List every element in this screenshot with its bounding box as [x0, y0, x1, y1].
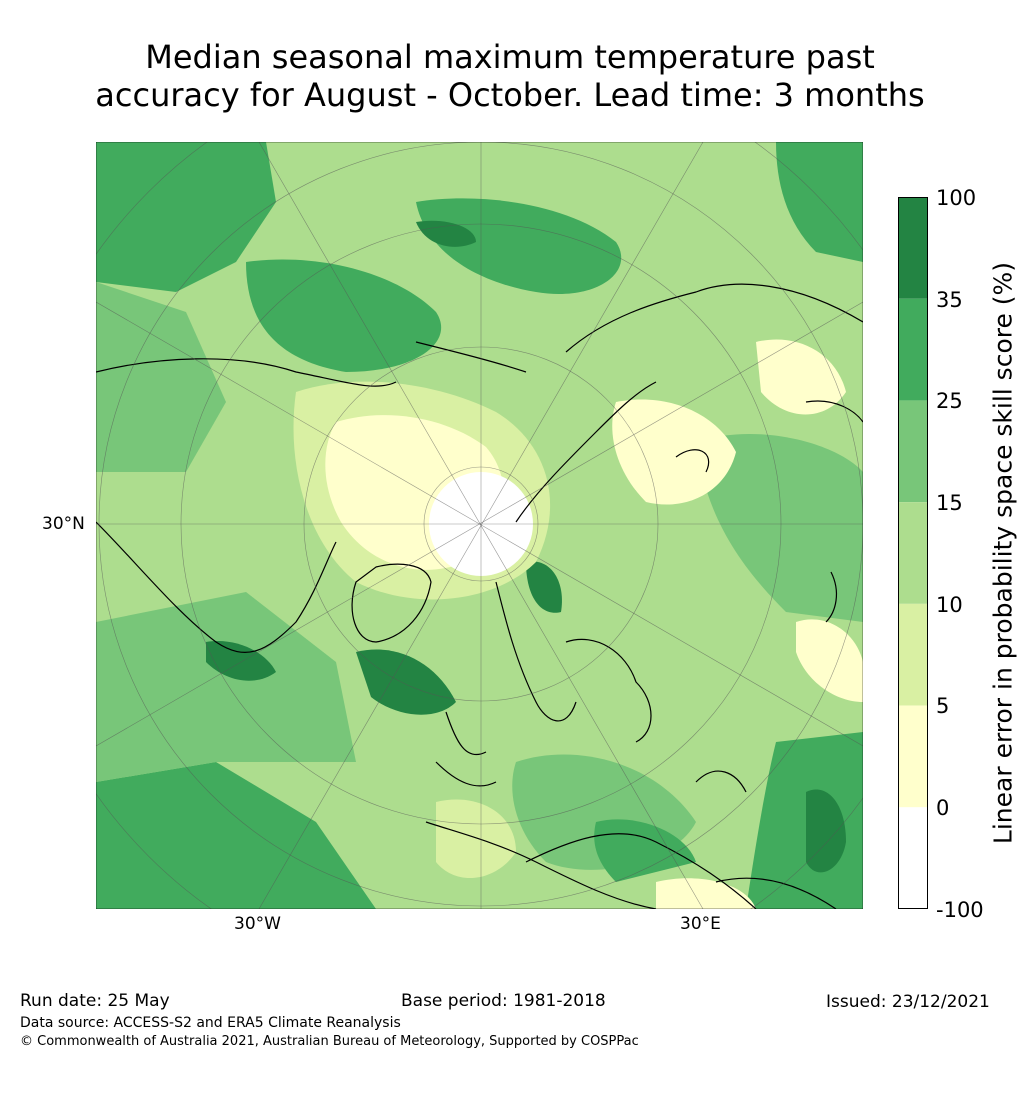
- colorbar-bin-10-to-15: [898, 502, 928, 604]
- base-period: Base period: 1981-2018: [401, 991, 606, 1011]
- field-dark-labrador: [206, 641, 276, 681]
- lon-label-30e: 30°E: [680, 914, 721, 934]
- colorbar-outline: [898, 197, 928, 909]
- coastlines: [96, 283, 863, 909]
- field-dark-top-left: [96, 142, 276, 292]
- colorbar-bin--100-to-0: [898, 807, 928, 909]
- colorbar-bin-15-to-25: [898, 400, 928, 503]
- colorbar-bin-5-to-10: [898, 603, 928, 706]
- lat-label-30n: 30°N: [42, 514, 85, 534]
- field-mid-right: [696, 433, 863, 622]
- field-pale-siberia: [756, 339, 846, 415]
- title-line-2: accuracy for August - October. Lead time…: [95, 76, 925, 114]
- colorbar-bin-0-to-5: [898, 705, 928, 808]
- map-title: Median seasonal maximum temperature past…: [0, 38, 1020, 114]
- field-yellow-green-africa: [436, 799, 516, 879]
- field-mid-left: [96, 282, 226, 472]
- field-green-med: [594, 819, 696, 882]
- field-green-north: [246, 259, 442, 372]
- colorbar-tick-5: 5: [936, 694, 950, 718]
- field-pale-asia: [612, 399, 736, 505]
- skill-score-map: [96, 142, 863, 909]
- field-green-right: [776, 142, 863, 262]
- lon-label-30w: 30°W: [234, 914, 281, 934]
- colorbar-tick-10: 10: [936, 593, 963, 617]
- graticule: [96, 142, 863, 909]
- copyright-notice: © Commonwealth of Australia 2021, Austra…: [20, 1034, 639, 1049]
- run-date: Run date: 25 May: [20, 991, 170, 1011]
- colorbar-tick-35: 35: [936, 288, 963, 312]
- colorbar-tick-100: 100: [936, 186, 977, 210]
- field-dark-barents: [526, 561, 562, 613]
- field-pale-india: [796, 619, 863, 702]
- colorbar-tick-15: 15: [936, 491, 963, 515]
- colorbar-bin-25-to-35: [898, 298, 928, 401]
- field-pale-sahara: [656, 878, 756, 909]
- field-green-north-2: [416, 198, 622, 294]
- field-dark-bottom-right: [806, 789, 846, 873]
- colorbar: [898, 197, 928, 909]
- colorbar-bin-35-to-100: [898, 197, 928, 299]
- field-mid-bottom-left: [96, 592, 356, 782]
- field-green-bottom-left: [96, 762, 376, 909]
- field-dark-north: [416, 220, 476, 247]
- title-line-1: Median seasonal maximum temperature past: [145, 38, 875, 76]
- colorbar-tick-25: 25: [936, 389, 963, 413]
- colorbar-tick-minus100: -100: [936, 898, 984, 922]
- colorbar-label: Linear error in probability space skill …: [988, 261, 1018, 845]
- issued-date: Issued: 23/12/2021: [826, 992, 990, 1012]
- data-source: Data source: ACCESS-S2 and ERA5 Climate …: [20, 1015, 401, 1031]
- colorbar-tick-0: 0: [936, 796, 950, 820]
